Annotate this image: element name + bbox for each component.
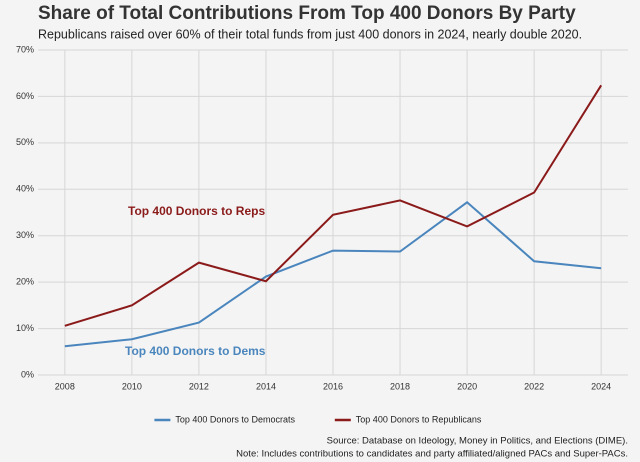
x-tick-label: 2014 xyxy=(256,381,276,391)
y-tick-label: 50% xyxy=(16,137,34,147)
y-tick-label: 10% xyxy=(16,323,34,333)
x-tick-label: 2012 xyxy=(189,381,209,391)
y-tick-label: 70% xyxy=(16,44,34,54)
x-tick-label: 2022 xyxy=(524,381,544,391)
y-tick-label: 60% xyxy=(16,91,34,101)
series-annotation: Top 400 Donors to Dems xyxy=(125,344,266,358)
data-line xyxy=(64,84,603,327)
note: Note: Includes contributions to candidat… xyxy=(236,449,628,460)
y-tick-label: 30% xyxy=(16,230,34,240)
data-line xyxy=(64,201,602,348)
x-tick-label: 2020 xyxy=(457,381,477,391)
x-tick-label: 2016 xyxy=(323,381,343,391)
chart-subtitle: Republicans raised over 60% of their tot… xyxy=(38,27,582,41)
chart-title: Share of Total Contributions From Top 40… xyxy=(38,3,576,24)
legend-label: Top 400 Donors to Democrats xyxy=(175,414,295,424)
x-tick-label: 2008 xyxy=(55,381,75,391)
x-tick-label: 2024 xyxy=(591,381,611,391)
series-annotation: Top 400 Donors to Reps xyxy=(128,204,265,218)
source: Source: Database on Ideology, Money in P… xyxy=(327,436,628,447)
legend-label: Top 400 Donors to Republicans xyxy=(356,414,482,424)
x-tick-label: 2018 xyxy=(390,381,410,391)
y-tick-label: 0% xyxy=(21,369,34,379)
y-tick-label: 40% xyxy=(16,184,34,194)
x-tick-label: 2010 xyxy=(122,381,142,391)
y-tick-label: 20% xyxy=(16,277,34,287)
